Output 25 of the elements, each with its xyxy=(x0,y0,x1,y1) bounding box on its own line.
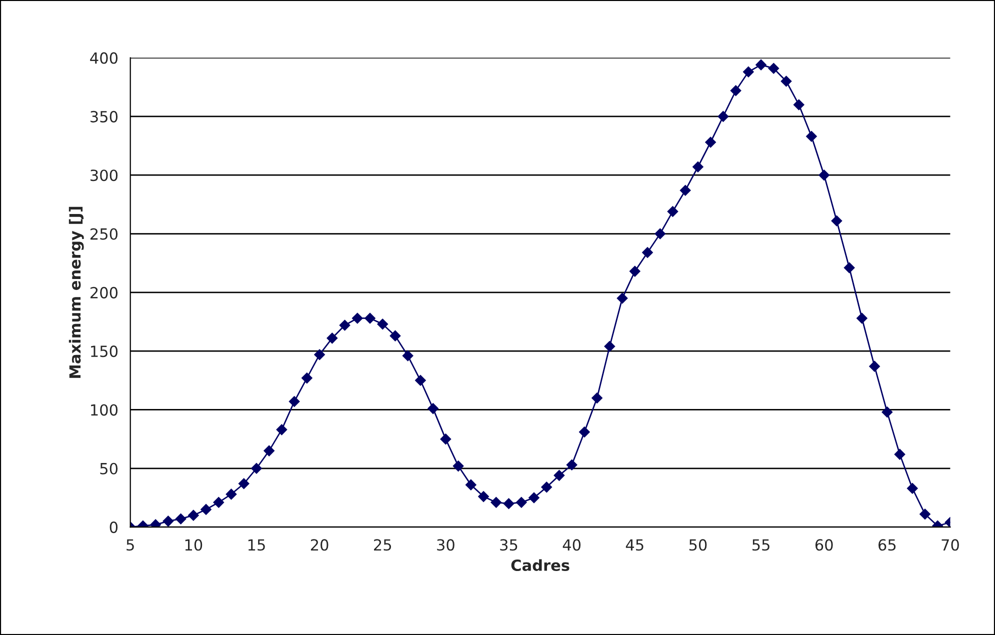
x-tick-label: 10 xyxy=(185,539,202,551)
y-tick-label: 250 xyxy=(90,228,118,240)
y-axis-title: Maximum energy [J] xyxy=(68,206,84,378)
y-tick-label: 200 xyxy=(90,286,118,298)
x-tick-label: 25 xyxy=(374,539,391,551)
x-tick-label: 30 xyxy=(437,539,454,551)
x-axis-title: Cadres xyxy=(511,559,570,572)
y-tick-label: 50 xyxy=(100,462,118,474)
x-tick-label: 70 xyxy=(942,539,959,551)
y-tick-label: 350 xyxy=(90,110,118,122)
y-tick-label: 100 xyxy=(91,404,118,416)
y-tick-label: 400 xyxy=(90,52,118,64)
x-tick-label: 35 xyxy=(500,539,518,551)
x-tick-label: 45 xyxy=(626,539,644,551)
x-tick-label: 20 xyxy=(310,539,328,551)
x-tick-label: 15 xyxy=(248,539,265,551)
x-tick-label: 40 xyxy=(562,539,581,551)
y-tick-label: 0 xyxy=(110,522,118,534)
x-tick-label: 60 xyxy=(815,539,833,551)
x-tick-label: 5 xyxy=(126,539,134,551)
y-tick-label: 300 xyxy=(90,170,118,182)
x-tick-label: 55 xyxy=(752,539,770,551)
x-tick-label: 65 xyxy=(878,539,896,551)
x-tick-label: 50 xyxy=(689,539,707,551)
y-tick-label: 150 xyxy=(91,346,118,358)
